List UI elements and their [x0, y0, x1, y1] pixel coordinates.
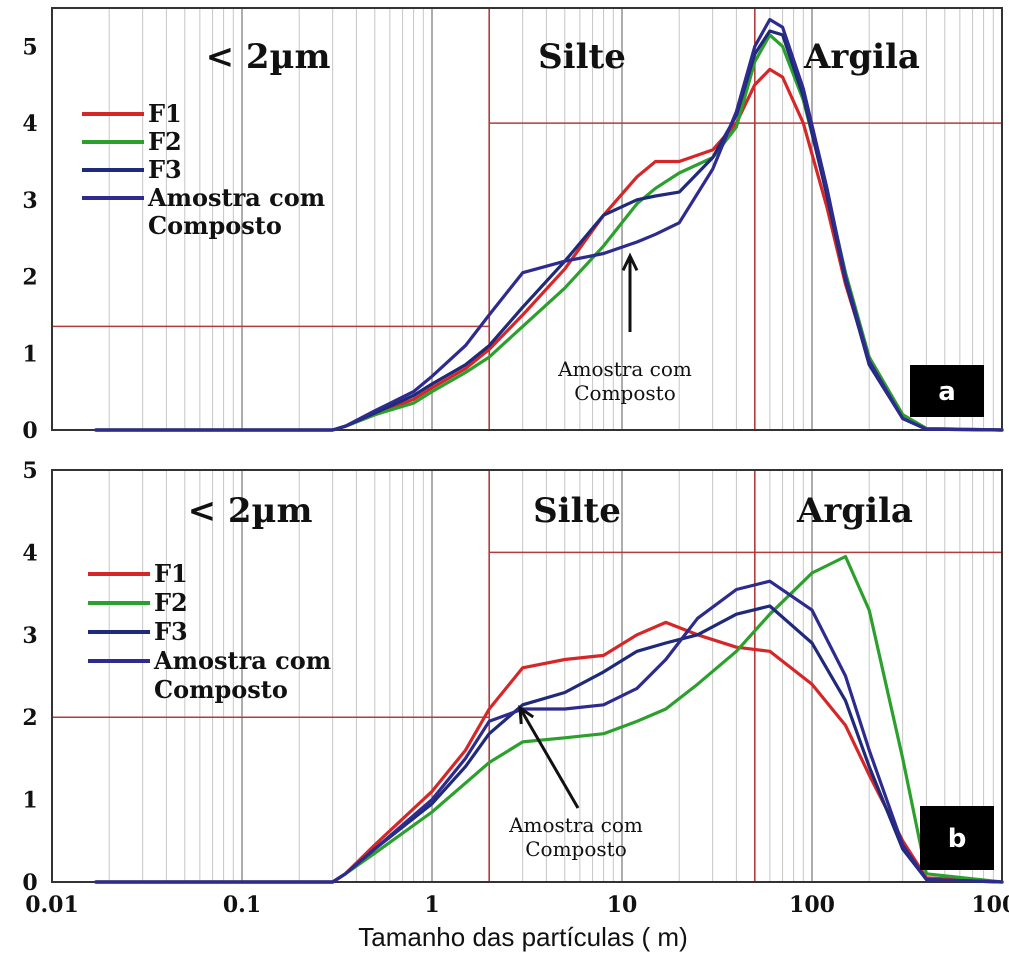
panel-badge [910, 365, 984, 417]
panel-badge-label: b [948, 824, 967, 854]
x-tick-label: 0.01 [25, 892, 79, 918]
panel-badge-label: a [938, 377, 956, 407]
legend-label: F1 [148, 99, 182, 128]
y-tick-label: 4 [22, 540, 37, 566]
legend-label: F2 [154, 588, 188, 617]
y-tick-label: 4 [22, 111, 37, 137]
y-tick-label: 3 [22, 188, 37, 214]
region-label: Argila [796, 491, 913, 531]
series-lines [94, 554, 1004, 884]
x-tick-label: 100 [789, 892, 835, 918]
x-tick-label: 1 [424, 892, 439, 918]
x-tick-label: 10 [607, 892, 638, 918]
y-tick-label: 2 [22, 705, 37, 731]
plot-area [52, 8, 1002, 430]
plot-frame [51, 7, 1003, 431]
annotation-text: Amostra com [557, 357, 692, 381]
legend-label: F3 [148, 155, 182, 184]
legend-label: F3 [154, 617, 188, 646]
plot-area [52, 470, 1002, 882]
region-label: < 2µm [206, 37, 331, 77]
region-label: Silte [533, 491, 621, 531]
y-tick-label: 5 [22, 458, 37, 484]
annotation-text-continued: Composto [574, 381, 676, 405]
series-lines [94, 17, 1004, 432]
y-tick-label: 0 [22, 418, 37, 444]
annotation-arrow [518, 707, 580, 809]
legend-label: F1 [154, 559, 188, 588]
series-line-f1 [94, 620, 1004, 884]
y-tick-label: 5 [22, 34, 37, 60]
x-axis-label: Tamanho das partículas ( m) [358, 922, 687, 952]
x-tick-label: 1000 [971, 892, 1009, 918]
legend-label: Amostra com [153, 646, 331, 675]
plot-frame [51, 469, 1003, 883]
region-label: Argila [803, 37, 920, 77]
legend-label: Amostra com [147, 183, 325, 212]
y-tick-label: 1 [22, 341, 37, 367]
series-line-amostra-com-composto [94, 17, 1004, 432]
y-tick-label: 2 [22, 265, 37, 291]
panel-badge [920, 806, 994, 870]
legend-label-continued: Composto [148, 211, 282, 240]
annotation-arrowhead [518, 705, 535, 725]
legend-label-continued: Composto [154, 675, 288, 704]
annotation-text: Amostra com [508, 813, 643, 837]
y-tick-label: 3 [22, 623, 37, 649]
annotation-text-continued: Composto [525, 837, 627, 861]
legend-label: F2 [148, 127, 182, 156]
region-label: Silte [538, 37, 626, 77]
series-line-amostra-com-composto [94, 579, 1004, 884]
y-tick-label: 0 [22, 870, 37, 896]
y-tick-label: 1 [22, 788, 37, 814]
region-label: < 2µm [188, 491, 313, 531]
series-line-f2 [94, 554, 1004, 884]
annotation-arrowhead [621, 252, 639, 272]
panel-b: 0 1 2 3 4 5 0.01 0.1 1 10 100 1000 < 2µm Silte Argila F… [22, 458, 1009, 918]
x-tick-label: 0.1 [223, 892, 261, 918]
